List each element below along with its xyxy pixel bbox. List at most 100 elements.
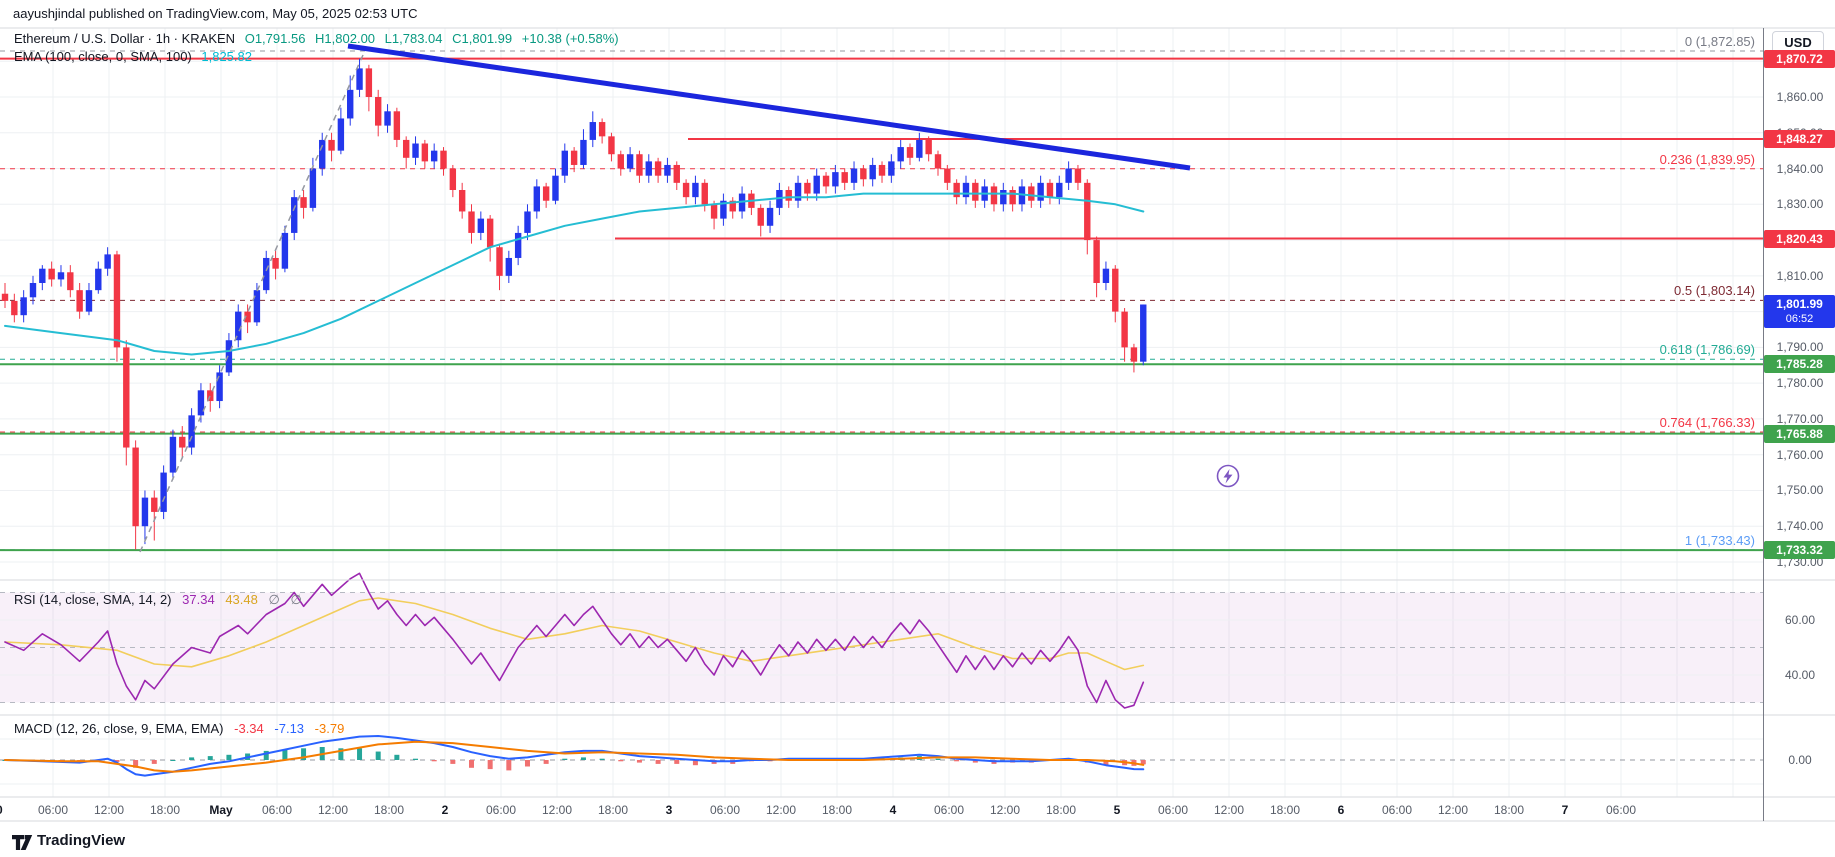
candle-down [682, 182, 690, 198]
rsi-sma-line [4, 597, 1145, 671]
price-badge-1,733.32: 1,733.32 [1764, 541, 1835, 560]
candle-up [1102, 268, 1110, 283]
ema-legend[interactable]: EMA (100, close, 0, SMA, 100) 1,825.82 [14, 49, 252, 64]
time-tick-3: 3 [665, 803, 673, 817]
flash-icon[interactable] [1214, 462, 1242, 490]
candle-down [449, 168, 457, 190]
candle-up [412, 143, 419, 158]
macd-signal-line [4, 740, 1145, 773]
fib-label-0.764[interactable]: 0.764 (1,766.33) [1659, 415, 1755, 431]
candle-up [356, 68, 363, 90]
candle-down [1093, 240, 1100, 283]
time-tick-7: 7 [1561, 803, 1569, 817]
fib-label-0.618[interactable]: 0.618 (1,786.69) [1659, 342, 1755, 358]
price-tick: 1,770.00 [1776, 411, 1824, 426]
macd-legend[interactable]: MACD (12, 26, close, 9, EMA, EMA) -3.34 … [14, 721, 351, 736]
fib-label-0[interactable]: 0 (1,872.85) [1684, 34, 1755, 50]
candle-down [944, 168, 951, 183]
candle-down [496, 247, 503, 276]
candle-down [654, 161, 662, 176]
time-tick-18:00: 18:00 [1493, 803, 1525, 817]
time-tick-12:00: 12:00 [765, 803, 797, 817]
macd-hist-bar [431, 760, 437, 762]
candle-down [76, 290, 83, 312]
macd-hist-bar [394, 754, 400, 760]
candle-down [785, 189, 792, 201]
candle-up [626, 154, 634, 169]
candle-down [636, 154, 643, 176]
symbol-title[interactable]: Ethereum / U.S. Dollar · 1h · KRAKEN [14, 31, 236, 46]
symbol-legend[interactable]: Ethereum / U.S. Dollar · 1h · KRAKEN O1,… [14, 31, 625, 46]
macd-hist-bar [170, 760, 176, 761]
candle-up [580, 139, 587, 165]
candle-up [1000, 189, 1007, 205]
price-tick: 1,810.00 [1776, 268, 1824, 283]
candle-down [906, 147, 914, 158]
candle-up [39, 268, 46, 283]
macd-hist-bar [469, 760, 474, 768]
candle-down [328, 139, 335, 151]
rsi-legend[interactable]: RSI (14, close, SMA, 14, 2) 37.34 43.48 … [14, 592, 309, 608]
candle-down [990, 186, 998, 205]
candle-down [458, 189, 466, 212]
macd-hist-bar [692, 760, 698, 766]
rsi-label: RSI (14, close, SMA, 14, 2) [14, 592, 172, 607]
macd-hist-bar [524, 760, 530, 767]
candle-up [850, 168, 858, 183]
candle-down [878, 164, 886, 176]
candle-down [132, 447, 139, 527]
time-tick-06:00: 06:00 [1381, 803, 1413, 817]
macd-hist-bar [655, 760, 661, 764]
candle-up [95, 268, 102, 291]
candle-down [486, 218, 494, 248]
macd-hist-bar [189, 757, 195, 760]
macd-hist-bar [413, 758, 419, 760]
tradingview-logo-icon[interactable] [11, 833, 33, 853]
macd-hist-bar [338, 748, 344, 760]
close-value: C1,801.99 [452, 31, 513, 46]
candle-down [729, 200, 736, 212]
candle-up [85, 290, 93, 312]
candle-down [244, 311, 251, 323]
candle-down [468, 211, 475, 233]
candle-down [1074, 168, 1082, 183]
time-tick-12:00: 12:00 [317, 803, 349, 817]
candle-down [67, 272, 74, 291]
low-value: L1,783.04 [384, 31, 443, 46]
candle-down [1084, 182, 1091, 241]
candle-up [1056, 182, 1063, 198]
ema-value: 1,825.82 [201, 49, 252, 64]
macd-tick: 0.00 [1788, 753, 1812, 767]
candle-up [720, 200, 727, 219]
candle-down [300, 197, 307, 208]
price-badge-1,870.72: 1,870.72 [1764, 49, 1835, 68]
candle-up [309, 168, 317, 208]
time-tick-12:00: 12:00 [989, 803, 1021, 817]
candle-down [542, 186, 550, 201]
fib-label-0.236[interactable]: 0.236 (1,839.95) [1659, 151, 1755, 167]
price-tick: 1,790.00 [1776, 340, 1824, 355]
candle-up [477, 218, 485, 233]
candle-up [169, 436, 177, 473]
fib-label-1[interactable]: 1 (1,733.43) [1684, 532, 1755, 548]
open-value: O1,791.56 [244, 31, 306, 46]
macd-hist-bar [226, 754, 232, 760]
candle-down [608, 136, 615, 155]
candle-down [440, 150, 447, 169]
price-tick: 1,840.00 [1776, 161, 1824, 176]
candle-down [953, 182, 960, 198]
macd-hist-bar [114, 760, 120, 762]
tradingview-brand[interactable]: TradingView [37, 832, 126, 849]
price-tick: 1,780.00 [1776, 376, 1824, 391]
macd-hist-bar [506, 760, 512, 771]
candle-down [598, 122, 606, 137]
candle-up [29, 282, 37, 298]
fib-label-0.5[interactable]: 0.5 (1,803.14) [1674, 283, 1755, 299]
price-tick: 1,860.00 [1776, 90, 1824, 104]
macd-hist-bar [599, 758, 605, 760]
time-tick-06:00: 06:00 [1157, 803, 1189, 817]
macd-hist-bar [618, 760, 624, 762]
candle-down [48, 268, 55, 280]
descending-trendline [347, 43, 1191, 171]
